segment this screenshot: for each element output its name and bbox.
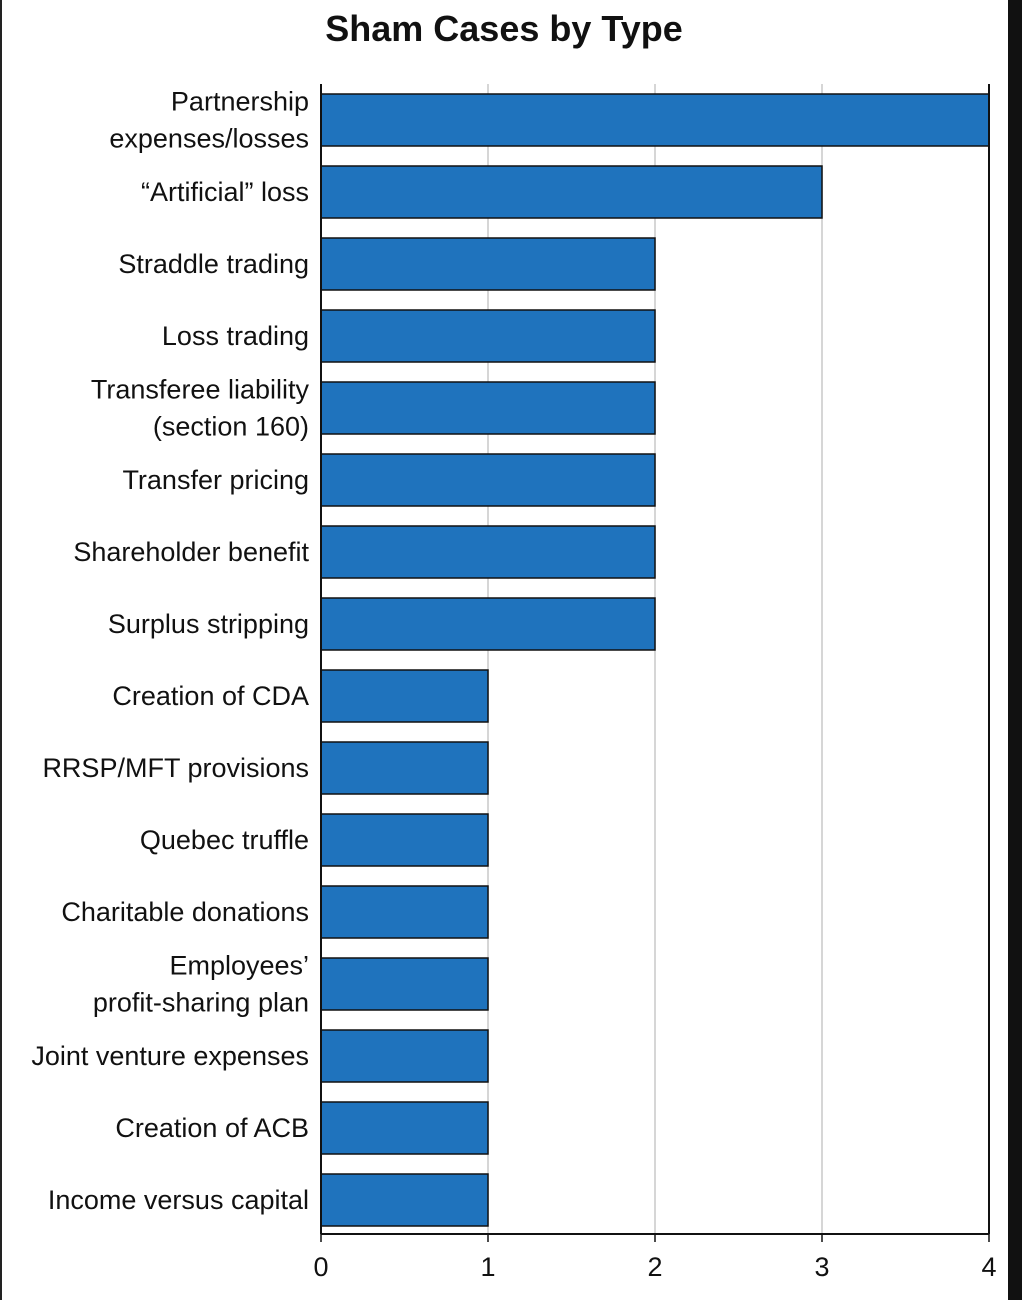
category-label: Surplus stripping <box>108 609 309 639</box>
bar <box>320 93 990 147</box>
bars <box>320 93 990 1227</box>
category-label: Creation of ACB <box>115 1113 309 1143</box>
bar <box>320 165 823 219</box>
bar <box>320 309 656 363</box>
bar <box>320 885 489 939</box>
x-tick-label: 0 <box>313 1252 328 1282</box>
category-label: Quebec truffle <box>140 825 309 855</box>
bar <box>320 1029 489 1083</box>
category-label: Transferee liability (section 160) <box>91 375 310 442</box>
category-labels: Partnership expenses/losses “Artificial” l… <box>31 87 309 1216</box>
category-label-line: Transferee liability <box>91 375 310 405</box>
bar <box>320 669 489 723</box>
bar <box>320 1173 489 1227</box>
bar <box>320 813 489 867</box>
category-label: Charitable donations <box>61 897 309 927</box>
left-frame-line <box>0 0 2 1300</box>
category-label: Joint venture expenses <box>31 1041 309 1071</box>
x-tick-label: 2 <box>647 1252 662 1282</box>
category-label-line: expenses/losses <box>109 124 309 154</box>
category-label: Transfer pricing <box>122 465 309 495</box>
category-label: RRSP/MFT provisions <box>42 753 309 783</box>
x-tick-labels: 0 1 2 3 4 <box>313 1252 996 1282</box>
bar <box>320 381 656 435</box>
bar <box>320 741 489 795</box>
bar <box>320 1101 489 1155</box>
axes <box>320 84 990 1242</box>
right-frame-bar <box>1008 0 1022 1300</box>
category-label: Loss trading <box>162 321 309 351</box>
category-label-line: (section 160) <box>153 412 309 442</box>
bar <box>320 597 656 651</box>
category-label: Partnership expenses/losses <box>109 87 309 154</box>
category-label: Employees’ profit-sharing plan <box>93 951 309 1018</box>
category-label: Creation of CDA <box>112 681 309 711</box>
category-label-line: profit-sharing plan <box>93 988 309 1018</box>
bar <box>320 453 656 507</box>
bar <box>320 237 656 291</box>
bar <box>320 525 656 579</box>
x-tick-label: 3 <box>814 1252 829 1282</box>
category-label: Shareholder benefit <box>73 537 309 567</box>
x-tick-label: 4 <box>981 1252 996 1282</box>
category-label: Income versus capital <box>48 1185 309 1215</box>
bar <box>320 957 489 1011</box>
chart-title: Sham Cases by Type <box>325 8 683 49</box>
category-label: Straddle trading <box>118 249 309 279</box>
x-tick-label: 1 <box>480 1252 495 1282</box>
category-label: “Artificial” loss <box>141 177 309 207</box>
category-label-line: Employees’ <box>169 951 309 981</box>
category-label-line: Partnership <box>171 87 309 117</box>
